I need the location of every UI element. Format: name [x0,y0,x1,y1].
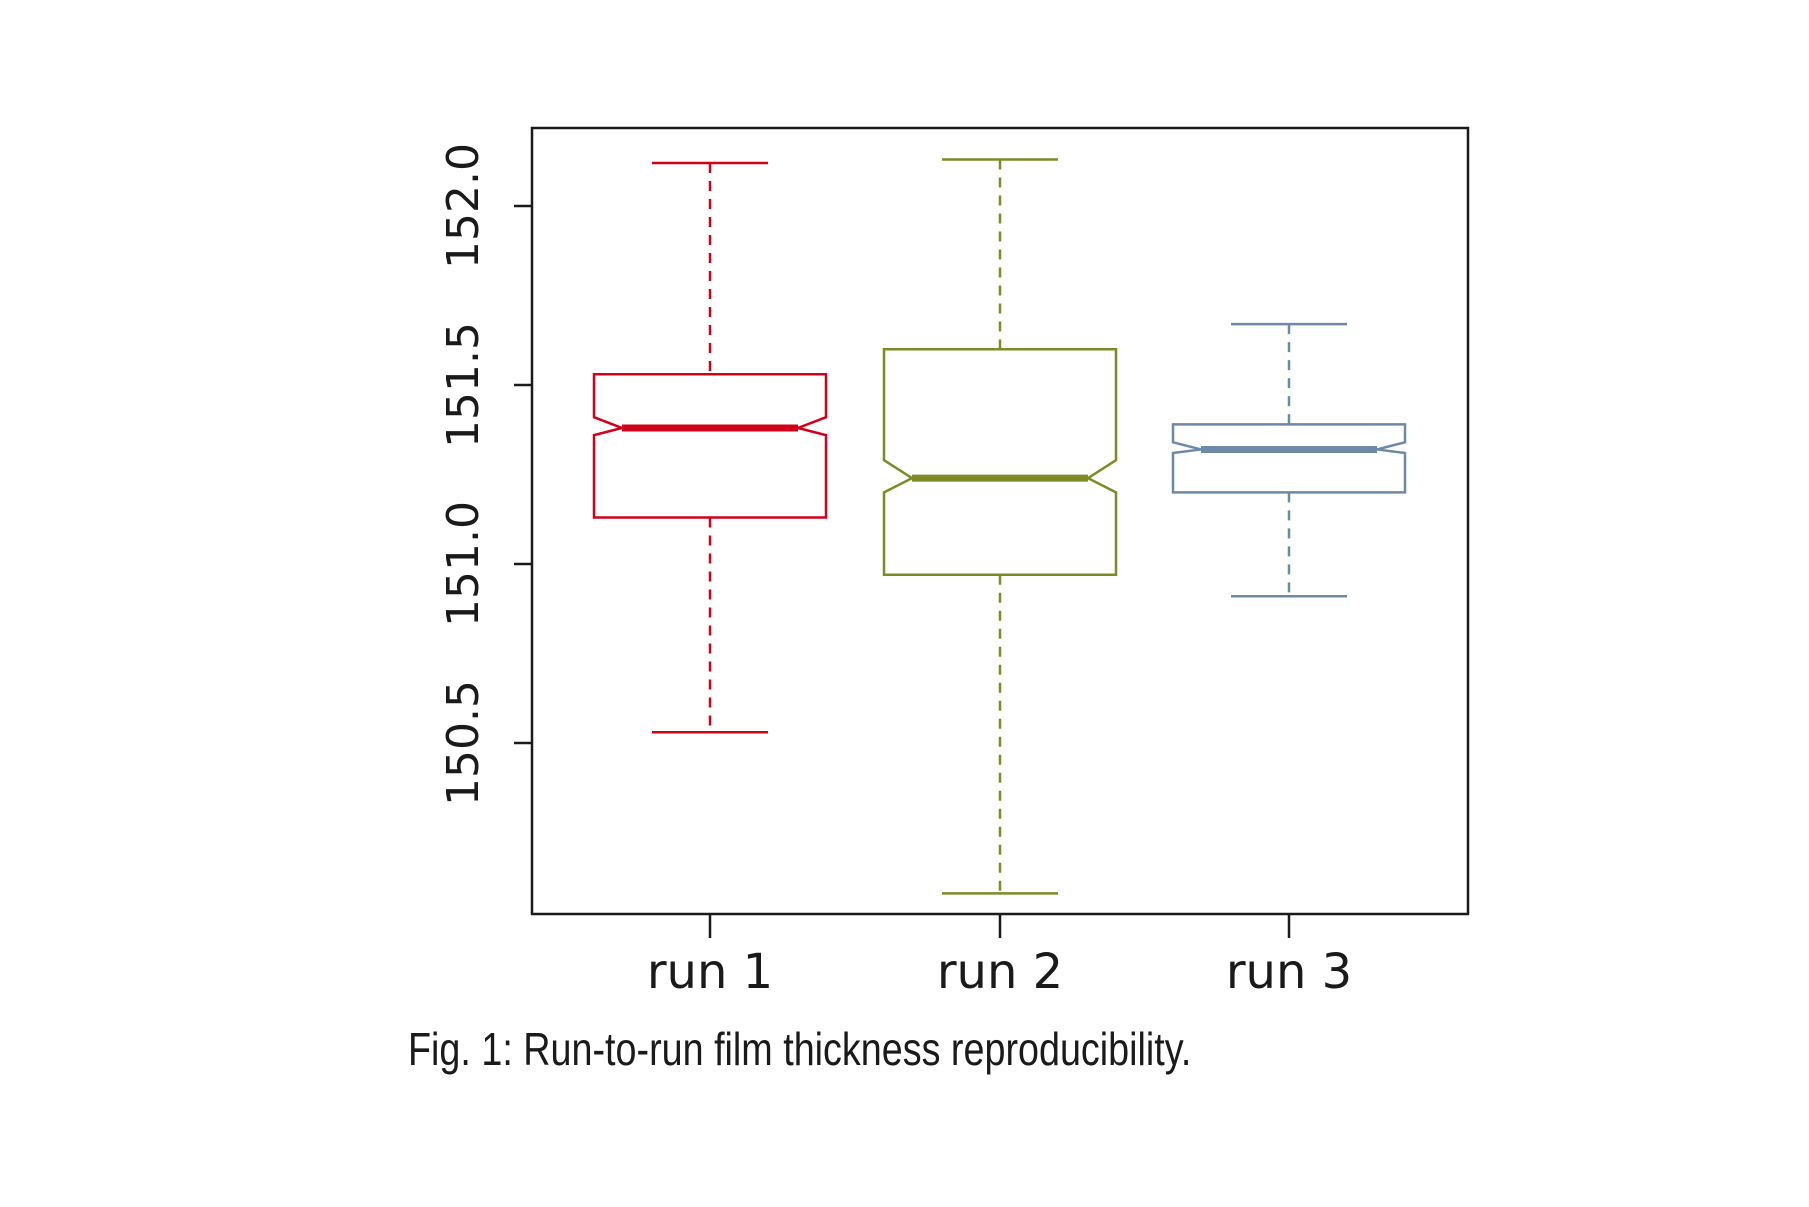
x-category-label: run 1 [647,944,773,1000]
y-tick-label: 152.0 [438,143,489,269]
figure-caption: Fig. 1: Run-to-run film thickness reprod… [408,1023,1192,1075]
notched-box [1171,423,1407,494]
y-axis: 150.5 151.0 151.5 152.0 [438,143,532,806]
notched-box [882,347,1118,576]
x-axis: run 1 run 2 run 3 [647,914,1352,1000]
y-tick-label: 150.5 [438,680,489,806]
boxes [592,158,1407,895]
notched-box [592,373,828,519]
box-series-2 [882,158,1118,895]
x-category-label: run 2 [937,944,1063,1000]
box-series-1 [592,161,828,734]
box-series-3 [1171,322,1407,598]
x-category-label: run 3 [1226,944,1352,1000]
y-tick-label: 151.0 [438,501,489,627]
y-tick-label: 151.5 [438,322,489,448]
